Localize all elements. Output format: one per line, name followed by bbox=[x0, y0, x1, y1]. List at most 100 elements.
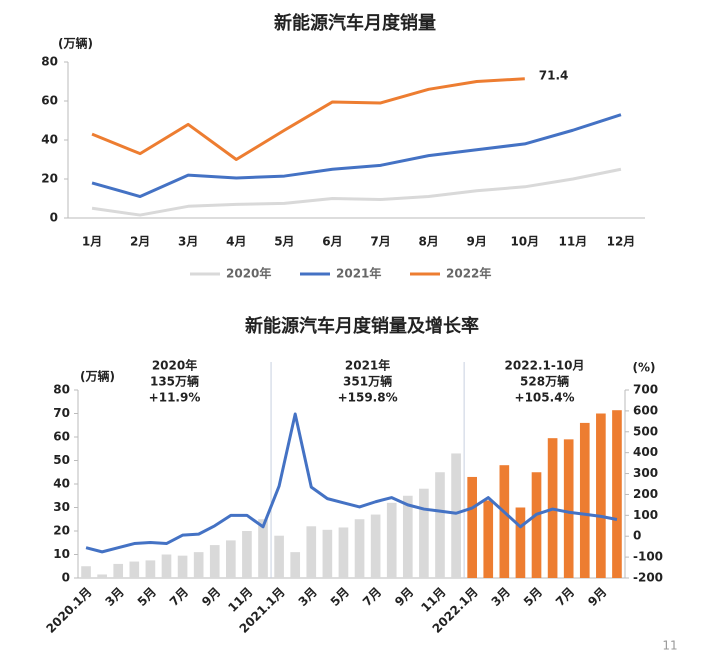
bar bbox=[129, 561, 140, 578]
x-tick-label: 12月 bbox=[607, 235, 636, 249]
bar bbox=[161, 554, 172, 578]
line bbox=[91, 167, 622, 217]
x-tick-label: 7月 bbox=[360, 585, 384, 609]
bar bbox=[145, 560, 156, 578]
bar bbox=[515, 507, 526, 578]
bar bbox=[338, 527, 349, 578]
x-tick-label: 9月 bbox=[392, 585, 416, 609]
line bbox=[91, 77, 525, 161]
x-tick-label: 7月 bbox=[370, 235, 390, 249]
x-tick-label: 2020.1月 bbox=[44, 585, 95, 636]
x-tick-label: 9月 bbox=[199, 585, 223, 609]
bar bbox=[290, 552, 301, 578]
chart-title: 新能源汽车月度销量及增长率 bbox=[245, 315, 479, 337]
x-tick-label: 7月 bbox=[553, 585, 577, 609]
x-tick-label: 5月 bbox=[274, 235, 294, 249]
y2-axis-label: (%) bbox=[633, 361, 656, 375]
y-tick-label: 20 bbox=[41, 172, 58, 186]
bar bbox=[306, 526, 317, 578]
bar bbox=[113, 563, 124, 578]
y-tick-label: 80 bbox=[53, 383, 70, 397]
data-label: 71.4 bbox=[539, 68, 569, 82]
y-axis-label: (万辆) bbox=[58, 36, 93, 51]
page-number: 11 bbox=[662, 639, 677, 653]
x-tick-label: 7月 bbox=[167, 585, 191, 609]
y-axis-label: (万辆) bbox=[80, 369, 115, 384]
y2-tick-label: -200 bbox=[633, 571, 663, 585]
annotation: +159.8% bbox=[338, 391, 398, 405]
y2-tick-label: 100 bbox=[633, 508, 658, 522]
bar bbox=[258, 519, 268, 578]
y-tick-label: 10 bbox=[53, 547, 70, 561]
legend-label: 2020年 bbox=[226, 266, 271, 281]
y-tick-label: 70 bbox=[53, 406, 70, 420]
y2-tick-label: -100 bbox=[633, 550, 663, 564]
y-tick-label: 40 bbox=[53, 477, 70, 491]
annotation: 2022.1-10月 bbox=[505, 359, 585, 373]
bar bbox=[97, 574, 107, 578]
bar bbox=[451, 453, 461, 578]
x-tick-label: 5月 bbox=[328, 585, 352, 609]
x-tick-label: 10月 bbox=[510, 235, 539, 249]
bar bbox=[274, 535, 284, 578]
legend-label: 2022年 bbox=[446, 266, 491, 281]
annotation: 528万辆 bbox=[520, 374, 569, 389]
bar bbox=[531, 472, 542, 578]
bar bbox=[242, 531, 252, 578]
y2-tick-label: 400 bbox=[633, 445, 658, 459]
bar bbox=[435, 472, 445, 578]
x-tick-label: 5月 bbox=[135, 585, 159, 609]
x-tick-label: 1月 bbox=[82, 235, 102, 249]
y-tick-label: 60 bbox=[41, 94, 58, 108]
bar bbox=[563, 439, 574, 578]
annotation: 2021年 bbox=[345, 358, 390, 373]
y2-tick-label: 500 bbox=[633, 424, 658, 438]
chart-title: 新能源汽车月度销量 bbox=[274, 12, 436, 34]
bar bbox=[177, 555, 188, 578]
bar bbox=[354, 519, 365, 578]
bar bbox=[226, 540, 236, 578]
x-tick-label: 2月 bbox=[130, 235, 150, 249]
x-tick-label: 9月 bbox=[585, 585, 609, 609]
legend-label: 2021年 bbox=[336, 266, 381, 281]
bar bbox=[419, 488, 429, 578]
bar bbox=[612, 410, 622, 578]
bar bbox=[596, 413, 606, 578]
x-tick-label: 3月 bbox=[489, 585, 513, 609]
x-tick-label: 9月 bbox=[467, 235, 487, 249]
y-tick-label: 20 bbox=[53, 524, 70, 538]
y-tick-label: 0 bbox=[62, 571, 70, 585]
bar bbox=[402, 495, 413, 578]
bar bbox=[370, 514, 381, 578]
y-tick-label: 80 bbox=[41, 55, 58, 69]
x-tick-label: 5月 bbox=[521, 585, 545, 609]
y-tick-label: 40 bbox=[41, 133, 58, 147]
annotation: 351万辆 bbox=[343, 374, 392, 389]
y-tick-label: 50 bbox=[53, 453, 70, 467]
bar bbox=[467, 476, 477, 578]
x-tick-label: 3月 bbox=[178, 235, 198, 249]
bar bbox=[386, 502, 397, 578]
annotation: 2020年 bbox=[152, 358, 197, 373]
y2-tick-label: 700 bbox=[633, 383, 658, 397]
x-tick-label: 6月 bbox=[322, 235, 342, 249]
line bbox=[91, 113, 622, 199]
y2-tick-label: 300 bbox=[633, 466, 658, 480]
y-tick-label: 0 bbox=[50, 211, 58, 225]
y-tick-label: 30 bbox=[53, 500, 70, 514]
bar bbox=[483, 500, 494, 578]
x-tick-label: 3月 bbox=[103, 585, 127, 609]
annotation: 135万辆 bbox=[150, 374, 199, 389]
y2-tick-label: 0 bbox=[633, 529, 641, 543]
x-tick-label: 4月 bbox=[226, 235, 246, 249]
bar bbox=[579, 422, 590, 578]
annotation: +105.4% bbox=[515, 391, 575, 405]
x-tick-label: 11月 bbox=[559, 235, 588, 249]
x-tick-label: 8月 bbox=[418, 235, 438, 249]
bar bbox=[499, 465, 510, 578]
bar bbox=[209, 545, 220, 578]
y2-tick-label: 600 bbox=[633, 403, 658, 417]
x-tick-label: 3月 bbox=[296, 585, 320, 609]
bar bbox=[322, 529, 333, 578]
